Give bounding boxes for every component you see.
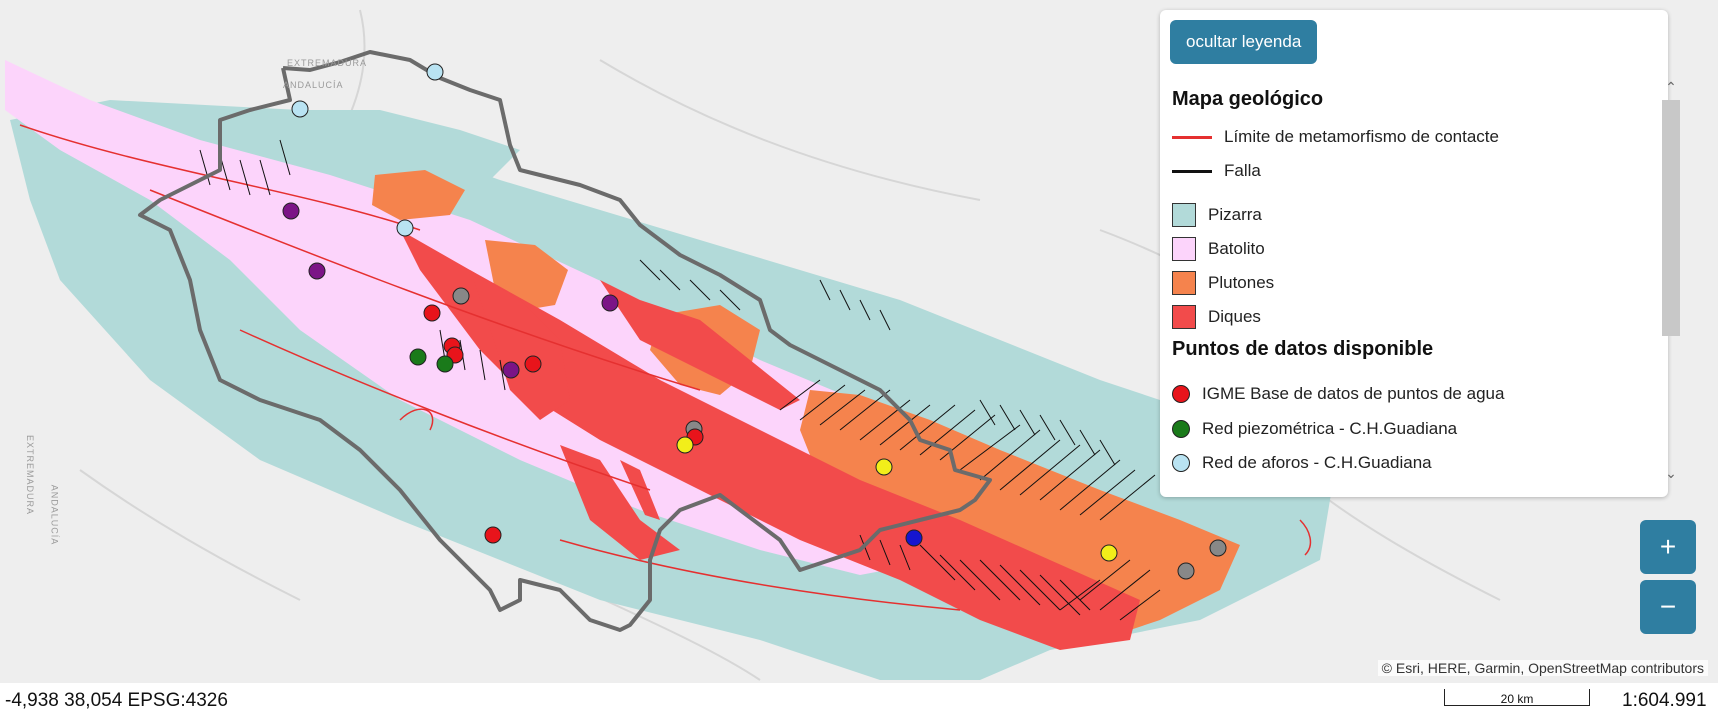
- legend-row-igme: IGME Base de datos de puntos de agua: [1172, 379, 1504, 409]
- contact-limit-lines: [19, 124, 1312, 611]
- legend-label: Diques: [1208, 307, 1261, 326]
- aforos-dot-icon: [1172, 454, 1190, 472]
- aforos-point: [291, 100, 309, 118]
- map-attribution[interactable]: © Esri, HERE, Garmin, OpenStreetMap cont…: [1377, 660, 1708, 676]
- legend-row-pizarra: Pizarra: [1172, 200, 1262, 230]
- gray-point: [1209, 539, 1227, 557]
- batolito-swatch-icon: [1172, 237, 1196, 261]
- legend-label: Red piezométrica - C.H.Guadiana: [1202, 419, 1458, 438]
- legend-label: IGME Base de datos de puntos de agua: [1202, 384, 1505, 403]
- legend-row-plutones: Plutones: [1172, 268, 1274, 298]
- data-points-title: Puntos de datos disponible: [1172, 338, 1434, 360]
- contact-limit-line-icon: [1172, 135, 1212, 139]
- chevron-up-icon[interactable]: ⌃: [1665, 79, 1677, 95]
- plutones-swatch-icon: [1172, 271, 1196, 295]
- zoom-out-button[interactable]: −: [1640, 580, 1696, 634]
- legend-row-fault: Falla: [1172, 156, 1261, 186]
- region-label: ANDALUCÍA: [49, 484, 60, 546]
- blue-point: [905, 529, 923, 547]
- purple-point: [308, 262, 326, 280]
- region-label: EXTREMADURA: [25, 434, 36, 516]
- aforos-point: [426, 63, 444, 81]
- legend-label: Red de aforos - C.H.Guadiana: [1202, 453, 1432, 472]
- fault-line-icon: [1172, 169, 1212, 173]
- legend-row-contact-limit: Límite de metamorfismo de contacte: [1172, 122, 1499, 152]
- purple-point: [282, 202, 300, 220]
- purple-point: [601, 294, 619, 312]
- hide-legend-button[interactable]: ocultar leyenda: [1170, 20, 1318, 64]
- legend-panel: ocultar leyenda Mapa geológico Límite de…: [1160, 10, 1668, 497]
- legend-label: Plutones: [1208, 273, 1275, 292]
- igme-point: [524, 355, 542, 373]
- legend-row-piezometrica: Red piezométrica - C.H.Guadiana: [1172, 414, 1457, 444]
- legend-label: Pizarra: [1208, 205, 1262, 224]
- pizarra-upper-layer: [300, 110, 520, 190]
- legend-row-batolito: Batolito: [1172, 234, 1265, 264]
- yellow-point: [1100, 544, 1118, 562]
- legend-label: Falla: [1224, 161, 1261, 180]
- data-points: [282, 63, 1227, 580]
- fault-lines: [199, 139, 1161, 621]
- gray-point: [1177, 562, 1195, 580]
- chevron-down-icon[interactable]: ⌄: [1665, 465, 1677, 481]
- scale-bar: [1444, 689, 1590, 706]
- piezometrica-point: [409, 348, 427, 366]
- diques-layer: [400, 230, 1140, 650]
- geologic-map-title: Mapa geológico: [1172, 88, 1324, 110]
- pizarra-swatch-icon: [1172, 203, 1196, 227]
- legend-scrollbar[interactable]: ⌃ ⌄: [1658, 76, 1684, 486]
- legend-row-aforos: Red de aforos - C.H.Guadiana: [1172, 448, 1432, 478]
- region-label: EXTREMADURA: [287, 58, 368, 68]
- legend-content[interactable]: Mapa geológico Límite de metamorfismo de…: [1160, 72, 1660, 492]
- yellow-point: [676, 436, 694, 454]
- admin-boundary: [138, 50, 992, 632]
- yellow-point: [875, 458, 893, 476]
- scale-bar-label: 20 km: [1500, 692, 1534, 706]
- igme-point: [484, 526, 502, 544]
- diques-swatch-icon: [1172, 305, 1196, 329]
- legend-row-diques: Diques: [1172, 302, 1261, 332]
- gray-point: [452, 287, 470, 305]
- piezometrica-dot-icon: [1172, 420, 1190, 438]
- region-label: ANDALUCÍA: [283, 80, 344, 90]
- aforos-point: [396, 219, 414, 237]
- igme-point: [423, 304, 441, 322]
- legend-label: Batolito: [1208, 239, 1265, 258]
- zoom-in-button[interactable]: +: [1640, 520, 1696, 574]
- legend-label: Límite de metamorfismo de contacte: [1224, 127, 1499, 146]
- purple-point: [502, 361, 520, 379]
- piezometrica-point: [436, 355, 454, 373]
- cursor-coordinates: -4,938 38,054 EPSG:4326: [5, 690, 228, 711]
- map-layers: [5, 9, 1561, 681]
- scale-ratio: 1:604.991: [1622, 690, 1707, 711]
- igme-dot-icon: [1172, 385, 1190, 403]
- scrollbar-thumb[interactable]: [1662, 100, 1680, 336]
